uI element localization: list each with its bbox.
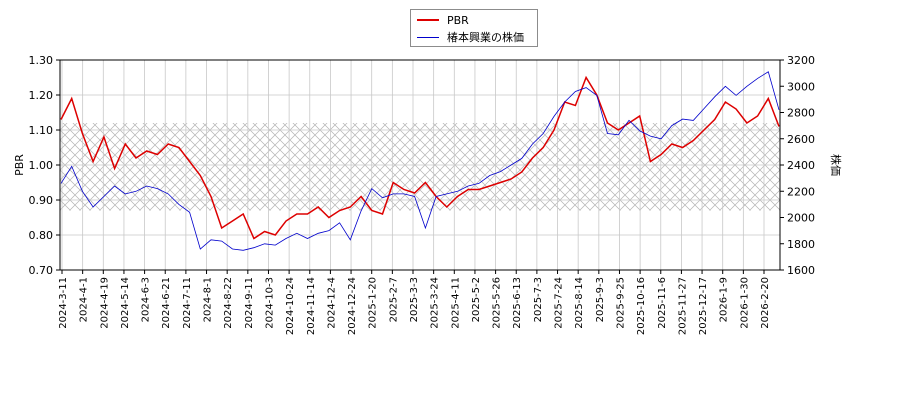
x-tick-label: 2024-6-21: [161, 277, 172, 329]
y-axis-left: 0.70 0.80 0.90 1.00 1.10 1.20 1.30: [29, 54, 60, 277]
y-tick-label-left: 1.10: [29, 124, 54, 137]
x-tick-label: 2024-4-1: [79, 277, 90, 322]
x-tick-label: 2025-5-2: [471, 277, 482, 322]
x-tick-label: 2024-9-11: [244, 277, 255, 329]
legend-swatch-stock-price: [417, 36, 439, 38]
y-tick-label-right: 2600: [787, 133, 815, 146]
y-tick-label-left: 0.90: [29, 194, 54, 207]
x-tick-label: 2026-2-20: [760, 277, 771, 329]
y-tick-label-left: 0.80: [29, 229, 54, 242]
y-tick-label-left: 0.70: [29, 264, 54, 277]
x-tick-label: 2024-3-11: [58, 277, 69, 329]
x-tick-label: 2024-10-3: [264, 277, 275, 329]
x-tick-label: 2025-3-24: [430, 277, 441, 329]
y-tick-label-right: 2200: [787, 185, 815, 198]
y-axis-left-label: PBR: [13, 154, 26, 176]
y-tick-label-right: 2800: [787, 107, 815, 120]
x-tick-label: 2024-12-24: [347, 277, 358, 335]
y-tick-label-right: 1600: [787, 264, 815, 277]
y-tick-label-left: 1.00: [29, 159, 54, 172]
legend-item-pbr: PBR: [417, 13, 469, 27]
x-tick-label: 2024-7-11: [182, 277, 193, 329]
x-tick-label: 2025-5-26: [492, 277, 503, 329]
x-tick-label: 2025-11-27: [677, 277, 688, 335]
x-tick-label: 2024-11-14: [306, 277, 317, 335]
x-tick-label: 2026-1-9: [719, 277, 730, 322]
legend-label-stock-price: 椿本興業の株価: [447, 31, 524, 44]
x-tick-label: 2024-5-14: [120, 277, 131, 329]
x-tick-label: 2025-6-13: [512, 277, 523, 329]
legend-label-pbr: PBR: [447, 13, 469, 27]
x-tick-label: 2024-8-22: [223, 277, 234, 329]
y-tick-label-right: 2400: [787, 159, 815, 172]
x-tick-label: 2025-1-20: [368, 277, 379, 329]
x-tick-label: 2024-12-4: [326, 277, 337, 329]
y-tick-label-right: 2000: [787, 212, 815, 225]
y-tick-label-left: 1.20: [29, 89, 54, 102]
x-tick-label: 2025-4-11: [450, 277, 461, 329]
x-tick-label: 2025-11-6: [657, 277, 668, 329]
y-axis-right: 1600 1800 2000 2200 2400 2600 2800 3000 3200: [780, 54, 815, 277]
x-tick-label: 2025-7-24: [554, 277, 565, 329]
x-tick-label: 2024-6-3: [141, 277, 152, 322]
x-tick-label: 2024-8-1: [203, 277, 214, 322]
x-tick-label: 2025-2-7: [388, 277, 399, 322]
x-tick-label: 2024-10-24: [285, 277, 296, 335]
grid-lines: [60, 59, 780, 271]
legend-swatch-pbr: [417, 19, 439, 21]
x-tick-label: 2025-8-14: [574, 277, 585, 329]
x-tick-label: 2025-12-17: [698, 277, 709, 335]
series-line-pbr: [60, 75, 780, 240]
x-tick-label: 2025-9-25: [615, 277, 626, 329]
series-line-stock-price: [60, 71, 780, 251]
y-tick-label-right: 3200: [787, 54, 815, 67]
x-axis: 2024-3-11 2024-4-1 2024-4-19 2024-5-14 2024-…: [58, 270, 771, 335]
x-tick-label: 2025-7-3: [533, 277, 544, 322]
x-tick-label: 2024-4-19: [99, 277, 110, 329]
y-tick-label-left: 1.30: [29, 54, 54, 67]
y-tick-label-right: 1800: [787, 238, 815, 251]
hatch-band: [60, 123, 780, 211]
y-axis-right-label: 株価: [829, 154, 843, 176]
x-tick-label: 2025-3-3: [409, 277, 420, 322]
legend-item-stock-price: 椿本興業の株価: [417, 30, 524, 44]
x-tick-label: 2026-1-30: [739, 277, 750, 329]
x-tick-label: 2025-9-3: [595, 277, 606, 322]
legend: PBR 椿本興業の株価: [410, 9, 538, 47]
x-tick-label: 2025-10-16: [636, 277, 647, 335]
y-tick-label-right: 3000: [787, 80, 815, 93]
